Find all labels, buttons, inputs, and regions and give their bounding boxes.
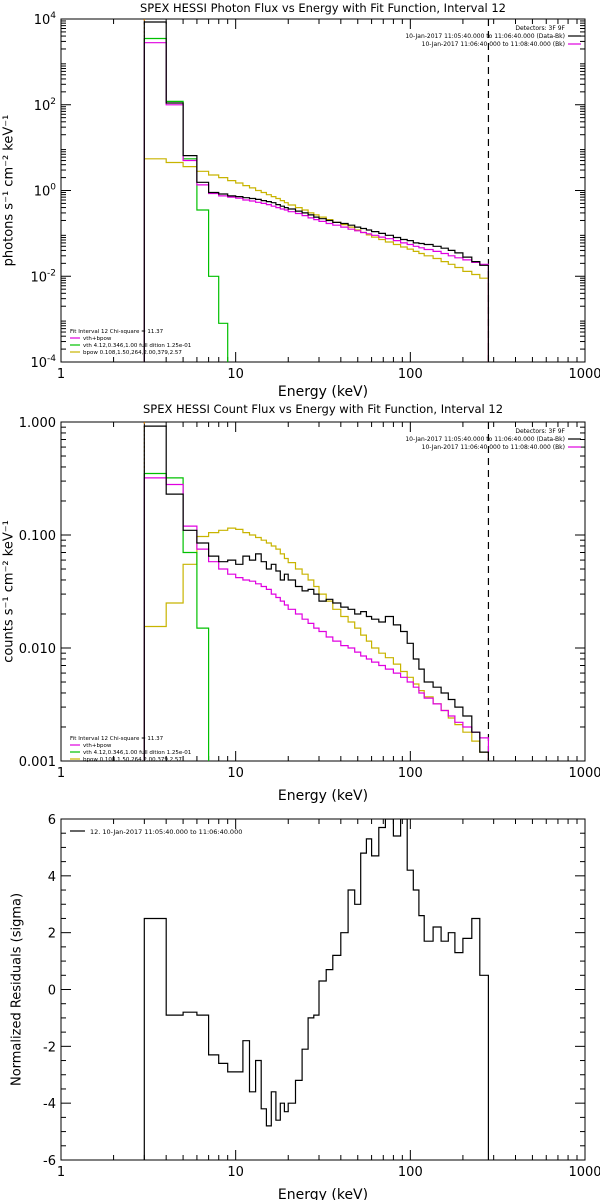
x-tick-label: 1: [57, 367, 65, 382]
legend-entry: Detectors: 3F 9F: [515, 25, 565, 32]
y-tick-label: 102: [34, 97, 56, 114]
y-tick-label: 0.100: [19, 529, 56, 544]
y-tick-label: 0: [48, 984, 56, 999]
chart-title: SPEX HESSI Count Flux vs Energy with Fit…: [143, 402, 503, 416]
fit-legend-entry: vth 4.12,0.346,1.00 full dition 1.25e-01: [83, 343, 191, 349]
panel-1: 1 10 100 1000 10-4 10-2 100 102 104 SPEX HESSI Ph…: [2, 1, 600, 400]
y-axis-label: photons s⁻¹ cm⁻² keV⁻¹: [2, 115, 17, 267]
y-tick-label: 1.000: [19, 416, 56, 431]
legend-entry: 10-Jan-2017 11:05:40.000 to 11:06:40.000…: [405, 33, 565, 40]
y-tick-label: 10-4: [30, 354, 56, 371]
y-tick-label: 0.001: [19, 755, 56, 770]
legend-entry: 10-Jan-2017 11:05:40.000 to 11:06:40.000…: [405, 436, 565, 443]
legend-entry: 10-Jan-2017 11:06:40.000 to 11:08:40.000…: [422, 41, 565, 48]
series-data: [143, 425, 489, 761]
panel-3: 1 10 100 1000 -6 -4 -2 0 2 4 6 Energy (keV) Normaliz…: [10, 813, 600, 1200]
plot-frame: [60, 818, 586, 1161]
x-tick-label: 100: [398, 1165, 423, 1180]
plot-frame: [60, 421, 586, 762]
x-tick-label: 10: [227, 1165, 244, 1180]
y-axis-label: Normalized Residuals (sigma): [10, 893, 25, 1086]
x-tick-label: 1: [57, 1165, 65, 1180]
y-tick-label: 0.010: [19, 642, 56, 657]
series-bpow: [143, 527, 489, 761]
x-tick-label: 1000: [568, 367, 600, 382]
x-tick-label: 1000: [568, 766, 600, 781]
x-tick-label: 100: [398, 367, 423, 382]
chart-title: SPEX HESSI Photon Flux vs Energy with Fi…: [140, 1, 506, 15]
x-tick-label: 1000: [568, 1165, 600, 1180]
y-tick-label: -2: [43, 1040, 56, 1055]
series-data: [143, 21, 489, 362]
series-bpow: [143, 158, 489, 362]
fit-legend-entry: vth 4.12,0.346,1.00 full dition 1.25e-01: [83, 750, 191, 756]
legend-entry: Detectors: 3F 9F: [515, 428, 565, 435]
y-tick-label: 10-2: [30, 268, 56, 285]
y-tick-label: -4: [43, 1097, 56, 1112]
fit-legend-entry: bpow 0.108,1.50,264,2.00,379,2.57: [83, 757, 182, 763]
fit-legend-entry: vth+bpow: [83, 336, 112, 342]
panel-2: 1 10 100 1000 0.001 0.010 0.100 1.000 SPEX HESSI…: [2, 402, 600, 804]
x-axis-label: Energy (keV): [278, 384, 368, 400]
series-vth-bpow: [143, 42, 489, 362]
fit-legend-entry: vth+bpow: [83, 743, 112, 749]
series-residuals: [143, 819, 489, 1160]
legend-entry: 12. 10-Jan-2017 11:05:40.000 to 11:06:40…: [90, 828, 242, 836]
y-tick-label: 2: [48, 927, 56, 942]
x-axis-label: Energy (keV): [278, 788, 368, 804]
x-tick-label: 1: [57, 766, 65, 781]
x-tick-label: 10: [227, 766, 244, 781]
fit-legend-entry: bpow 0.108,1.50,264,2.00,379,2.57: [83, 350, 182, 356]
series-vth: [143, 472, 210, 761]
y-tick-label: -6: [43, 1154, 56, 1169]
y-tick-label: 100: [34, 183, 57, 200]
y-axis-label: counts s⁻¹ cm⁻² keV⁻¹: [2, 520, 17, 663]
series-vth: [143, 37, 229, 362]
fit-legend-entry: Fit Interval 12 Chi-square = 11.37: [70, 736, 164, 742]
x-tick-label: 100: [398, 766, 423, 781]
legend-entry: 10-Jan-2017 11:06:40.000 to 11:08:40.000…: [422, 444, 565, 451]
legend-header: 12. 10-Jan-2017 11:05:40.000 to 11:06:40…: [70, 828, 242, 836]
series-group: [143, 21, 489, 362]
series-group: [143, 819, 489, 1160]
y-tick-label: 6: [48, 813, 56, 828]
series-vth-bpow: [143, 477, 489, 761]
x-tick-label: 10: [227, 367, 244, 382]
x-axis-label: Energy (keV): [278, 1187, 368, 1200]
fit-legend: Fit Interval 12 Chi-square = 11.37vth+bp…: [70, 329, 191, 356]
fit-legend-entry: Fit Interval 12 Chi-square = 11.37: [70, 329, 164, 335]
fit-legend: Fit Interval 12 Chi-square = 11.37vth+bp…: [70, 736, 191, 763]
y-tick-label: 104: [34, 11, 57, 28]
series-group: [143, 425, 489, 761]
y-tick-label: 4: [48, 870, 56, 885]
plot-frame: [60, 18, 586, 363]
